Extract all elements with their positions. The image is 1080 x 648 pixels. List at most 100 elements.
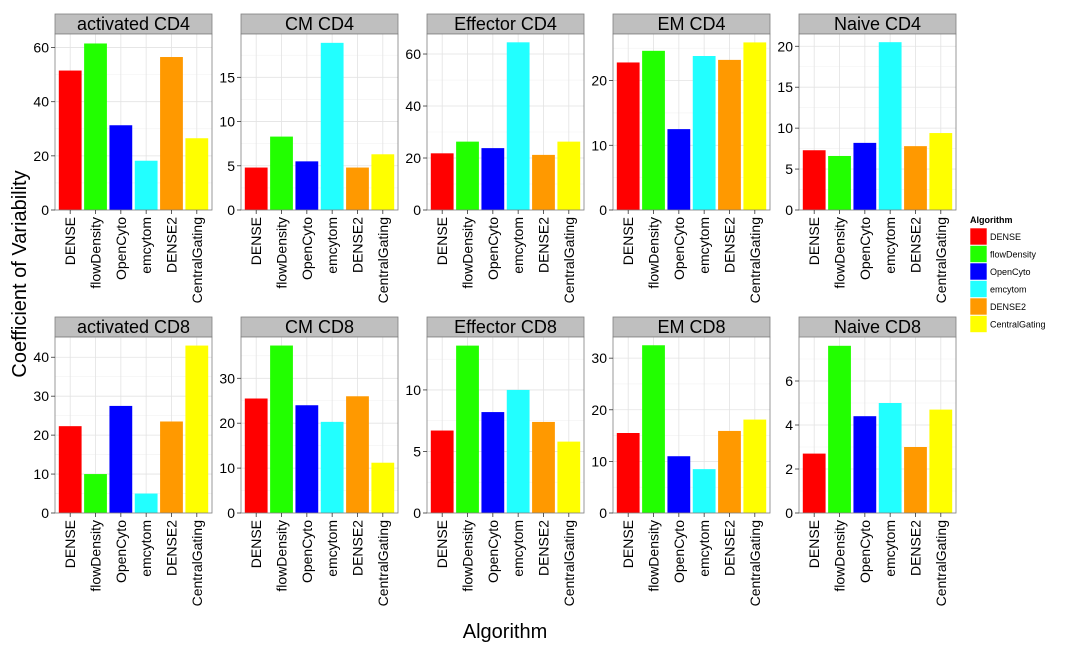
panel-activated-cd8: activated CD8 0 10 20 30 40 DENSE flowDensity Op… — [33, 316, 213, 606]
x-tick-label-dense: DENSE — [806, 520, 822, 568]
bar-flowdensity — [456, 141, 479, 210]
legend-swatch-opencyto — [969, 262, 988, 281]
panel-em-cd4: EM CD4 0 10 20 DENSE flowDensity OpenCyto emcyt… — [591, 13, 771, 303]
bar-emcytom — [320, 421, 344, 513]
y-tick-label: 5 — [785, 161, 793, 177]
y-tick-label: 0 — [41, 202, 49, 218]
panel-border — [240, 336, 399, 514]
x-tick-label-dense2: DENSE2 — [907, 520, 923, 576]
bar-dense — [430, 153, 454, 210]
panel-border — [426, 336, 585, 514]
legend-label-dense2: DENSE2 — [990, 302, 1026, 312]
bar-flowdensity — [456, 345, 479, 513]
x-tick-label-opencyto: OpenCyto — [671, 520, 687, 583]
bar-flowdensity — [270, 345, 293, 513]
x-tick-label-dense2: DENSE2 — [349, 520, 365, 576]
y-tick-label: 2 — [785, 461, 793, 477]
bar-emcytom — [506, 389, 530, 513]
y-tick-label: 0 — [413, 505, 421, 521]
bar-emcytom — [134, 160, 158, 210]
y-tick-label: 20 — [777, 38, 793, 54]
bar-opencyto — [109, 405, 133, 513]
x-tick-label-dense: DENSE — [806, 217, 822, 265]
bar-centralgating — [185, 138, 209, 210]
bar-dense — [244, 167, 268, 210]
y-tick-label: 10 — [591, 137, 607, 153]
x-tick-label-emcytom: emcytom — [882, 520, 898, 577]
panel-title: EM CD4 — [657, 14, 725, 34]
x-tick-label-opencyto: OpenCyto — [857, 520, 873, 583]
y-tick-label: 10 — [33, 466, 49, 482]
bar-opencyto — [295, 161, 319, 210]
panel-em-cd8: EM CD8 0 10 20 30 DENSE flowDensity OpenCyto emc… — [591, 316, 771, 606]
bar-dense2 — [904, 146, 927, 210]
bar-dense2 — [346, 167, 369, 210]
panel-border — [54, 33, 213, 211]
y-tick-label: 10 — [405, 382, 421, 398]
bar-dense — [802, 453, 826, 513]
x-tick-label-dense2: DENSE2 — [721, 520, 737, 576]
bar-centralgating — [929, 409, 953, 513]
x-axis-title: Algorithm — [463, 621, 547, 643]
bar-opencyto — [295, 405, 319, 513]
legend-label-centralgating: CentralGating — [990, 320, 1046, 330]
legend-swatch-centralgating — [969, 315, 988, 333]
legend-title: Algorithm — [970, 215, 1013, 225]
panel-title: Naive CD8 — [834, 317, 921, 337]
y-tick-label: 0 — [227, 505, 235, 521]
panel-border — [612, 336, 771, 514]
y-tick-label: 60 — [33, 40, 49, 56]
x-tick-label-opencyto: OpenCyto — [485, 520, 501, 583]
x-tick-label-emcytom: emcytom — [324, 520, 340, 577]
panel-effector-cd4: Effector CD4 0 20 40 60 DENSE flowDensity OpenC… — [405, 13, 585, 303]
x-tick-label-dense2: DENSE2 — [907, 217, 923, 273]
bar-centralgating — [185, 345, 209, 513]
x-tick-label-dense2: DENSE2 — [721, 217, 737, 273]
bar-opencyto — [853, 416, 877, 513]
x-tick-label-dense: DENSE — [434, 520, 450, 568]
x-tick-label-emcytom: emcytom — [696, 520, 712, 577]
x-tick-label-opencyto: OpenCyto — [485, 217, 501, 280]
bar-dense — [58, 70, 82, 210]
x-tick-label-flowdensity: flowDensity — [832, 520, 848, 592]
y-tick-label: 10 — [219, 460, 235, 476]
bar-dense — [616, 62, 640, 211]
panel-border — [798, 33, 957, 211]
y-tick-label: 30 — [33, 388, 49, 404]
bar-dense — [58, 426, 82, 513]
panel-title: Effector CD4 — [454, 14, 557, 34]
legend-swatch-dense2 — [969, 297, 988, 316]
x-tick-label-dense2: DENSE2 — [535, 520, 551, 576]
x-tick-label-centralgating: CentralGating — [747, 217, 763, 303]
y-tick-label: 10 — [219, 114, 235, 130]
y-tick-label: 10 — [777, 120, 793, 136]
panel-border — [426, 33, 585, 211]
bar-centralgating — [371, 462, 395, 513]
y-tick-label: 20 — [405, 150, 421, 166]
y-tick-label: 0 — [599, 505, 607, 521]
panel-cm-cd4: CM CD4 0 5 10 15 DENSE flowDensity OpenCyto emcy… — [219, 13, 399, 303]
bar-opencyto — [667, 456, 691, 513]
bar-dense2 — [160, 421, 183, 513]
y-tick-label: 5 — [413, 443, 421, 459]
x-tick-label-dense2: DENSE2 — [535, 217, 551, 273]
legend-swatch-dense — [969, 227, 988, 246]
y-tick-label: 20 — [33, 427, 49, 443]
x-tick-label-centralgating: CentralGating — [375, 520, 391, 606]
panel-activated-cd4: activated CD4 0 20 40 60 DENSE flowDensity Open… — [33, 13, 213, 303]
y-axis-title: Coefficient of Variability — [9, 170, 31, 377]
x-tick-label-dense: DENSE — [248, 520, 264, 568]
x-tick-label-opencyto: OpenCyto — [299, 217, 315, 280]
bar-dense2 — [532, 154, 555, 210]
bar-emcytom — [692, 469, 716, 513]
bar-dense2 — [346, 396, 369, 513]
y-tick-label: 15 — [219, 69, 235, 85]
y-tick-label: 30 — [219, 370, 235, 386]
x-tick-label-dense: DENSE — [62, 520, 78, 568]
legend-swatch-emcytom — [969, 280, 988, 298]
bar-flowdensity — [828, 345, 851, 513]
y-tick-label: 0 — [785, 202, 793, 218]
bar-opencyto — [667, 129, 691, 210]
bar-centralgating — [371, 154, 395, 210]
x-tick-label-dense2: DENSE2 — [163, 520, 179, 576]
